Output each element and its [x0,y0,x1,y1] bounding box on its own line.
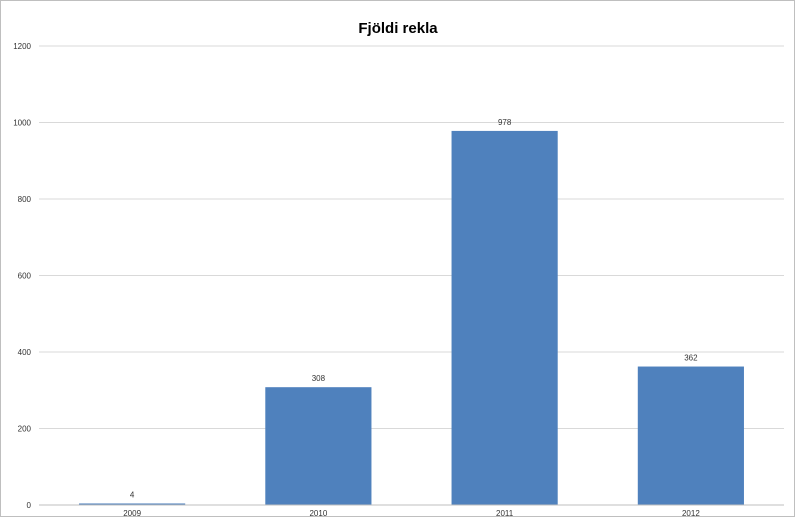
data-label-2011: 978 [498,118,512,127]
bar-2010 [265,387,372,505]
x-tick-label-2012: 2012 [682,509,700,516]
y-tick-label: 1000 [13,119,31,128]
y-tick-label: 400 [18,348,32,357]
y-tick-label: 800 [18,195,32,204]
bar-2009 [79,503,186,505]
y-tick-label: 0 [27,501,32,510]
y-tick-label: 600 [18,272,32,281]
bars [79,130,744,506]
data-label-2010: 308 [312,374,326,383]
chart-title: Fjöldi rekla [358,20,438,37]
x-tick-label-2010: 2010 [309,509,327,516]
bar-2011 [451,130,558,506]
x-tick-label-2011: 2011 [496,509,514,516]
y-tick-label: 200 [18,425,32,434]
y-tick-label: 1200 [13,42,31,51]
x-axis-tick-labels: 2009 2010 2011 2012 [123,509,700,516]
y-axis-tick-labels: 0 200 400 600 800 1000 1200 [13,42,31,510]
data-label-2012: 362 [684,354,698,363]
bar-2012 [637,366,744,505]
data-labels: 4 308 978 362 [130,118,698,500]
data-label-2009: 4 [130,490,135,499]
x-tick-label-2009: 2009 [123,509,141,516]
